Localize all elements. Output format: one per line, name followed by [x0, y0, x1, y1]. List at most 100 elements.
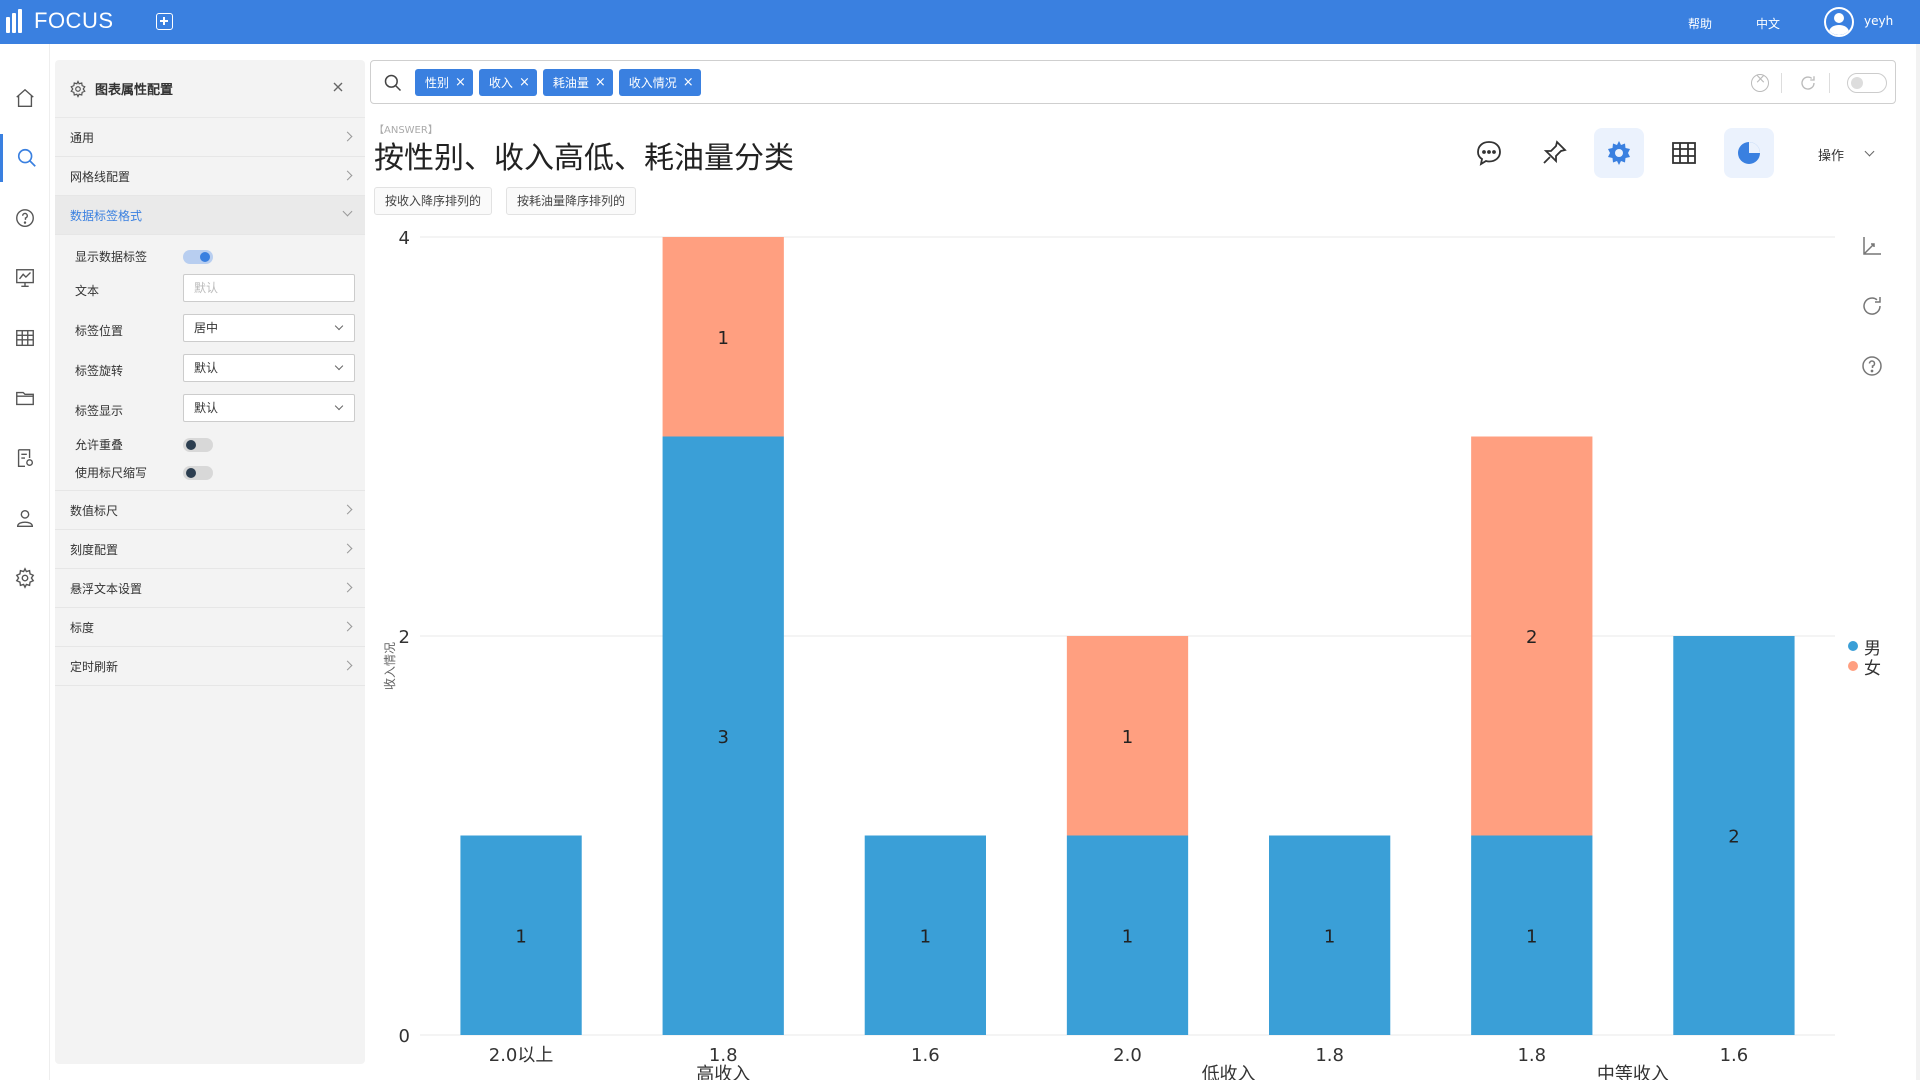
section-data-label[interactable]: 数据标签格式 — [55, 196, 365, 235]
user-icon[interactable] — [0, 494, 50, 542]
app-logo[interactable]: FOCUS — [6, 8, 114, 34]
panel-title: 图表属性配置 — [95, 83, 174, 98]
section-general[interactable]: 通用 — [55, 118, 365, 157]
scrollbar[interactable] — [1916, 44, 1920, 1080]
data-label: 1 — [920, 926, 931, 947]
chevron-right-icon — [342, 582, 353, 593]
chevron-right-icon — [342, 170, 353, 181]
data-label: 1 — [1526, 926, 1537, 947]
section-label: 刻度配置 — [70, 542, 119, 557]
bar-segment — [662, 237, 784, 437]
x-tick-label: 1.8 — [709, 1045, 738, 1066]
search-tag[interactable]: 收入 × — [478, 69, 537, 96]
search-tag[interactable]: 收入情况 × — [618, 69, 701, 96]
close-icon[interactable]: × — [682, 75, 694, 90]
tag-label: 耗油量 — [552, 76, 589, 90]
clear-search-icon[interactable] — [1751, 72, 1769, 92]
x-tick-label: 1.6 — [911, 1045, 940, 1066]
position-select[interactable]: 居中 — [183, 314, 355, 342]
section-label: 数据标签格式 — [70, 208, 143, 223]
data-label: 1 — [717, 328, 728, 349]
panel-header: 图表属性配置 — [55, 60, 365, 118]
close-icon[interactable]: × — [594, 75, 606, 90]
section-label: 通用 — [70, 130, 95, 145]
stacked-bar-chart: 0 2 4 收入情况 1 2.0以上 3 1 1.8 1 1.6 1 1 2.0 1 1.8 1 2 1.8 2 1.6… — [383, 228, 1835, 1080]
position-label: 标签位置 — [75, 324, 124, 338]
table-view-icon[interactable] — [1659, 128, 1709, 178]
section-tooltip[interactable]: 悬浮文本设置 — [55, 569, 365, 608]
refresh-icon[interactable] — [1860, 294, 1884, 318]
search-mode-toggle[interactable] — [1847, 73, 1887, 93]
help-link[interactable]: 帮助 — [1688, 17, 1713, 31]
search-nav-icon[interactable] — [0, 134, 50, 182]
overlap-toggle[interactable] — [183, 438, 213, 452]
avatar[interactable] — [1824, 7, 1854, 37]
text-input[interactable] — [183, 274, 355, 302]
chart-settings-icon[interactable] — [1594, 128, 1644, 178]
search-tag[interactable]: 性别 × — [415, 69, 473, 96]
logo-text: FOCUS — [34, 8, 114, 33]
folder-icon[interactable] — [0, 374, 50, 422]
section-value-axis[interactable]: 数值标尺 — [55, 491, 365, 530]
suggestion-chip[interactable]: 按耗油量降序排列的 — [506, 187, 637, 215]
close-icon[interactable] — [331, 80, 345, 94]
bar-segment — [460, 835, 582, 1035]
refresh-icon[interactable] — [1799, 74, 1817, 92]
data-label: 1 — [515, 926, 526, 947]
bar-segment — [1269, 835, 1391, 1035]
rotation-select[interactable]: 默认 — [183, 354, 355, 382]
chevron-down-icon[interactable] — [1864, 146, 1875, 157]
comment-icon[interactable] — [1464, 128, 1514, 178]
help-icon[interactable] — [0, 194, 50, 242]
operations-menu[interactable]: 操作 — [1818, 149, 1845, 164]
axis-icon[interactable] — [1860, 234, 1884, 258]
section-scale[interactable]: 标度 — [55, 608, 365, 647]
section-label: 悬浮文本设置 — [70, 581, 143, 596]
legend-dot — [1848, 661, 1858, 671]
chevron-down-icon — [334, 361, 344, 371]
display-select[interactable]: 默认 — [183, 394, 355, 422]
chart-legend: 男 女 — [1848, 636, 1881, 679]
search-tags: 性别 × 收入 × 耗油量 × 收入情况 × — [415, 69, 701, 96]
tag-label: 收入情况 — [628, 76, 677, 90]
chevron-right-icon — [342, 131, 353, 142]
data-settings-icon[interactable] — [0, 434, 50, 482]
bar-segment — [1673, 636, 1795, 1035]
settings-icon[interactable] — [0, 554, 50, 602]
x-tick-label: 1.6 — [1720, 1045, 1749, 1066]
legend-item-female[interactable]: 女 — [1848, 656, 1881, 679]
chevron-right-icon — [342, 660, 353, 671]
chevron-right-icon — [342, 504, 353, 515]
chevron-down-icon — [334, 401, 344, 411]
close-icon[interactable]: × — [455, 75, 466, 90]
show-label-toggle[interactable] — [183, 250, 213, 264]
username[interactable]: yeyh — [1864, 14, 1894, 28]
abbr-label: 使用标尺缩写 — [75, 466, 148, 480]
chart-type-icon[interactable] — [1724, 128, 1774, 178]
gear-icon — [70, 79, 86, 98]
help-icon[interactable] — [1860, 354, 1884, 378]
dashboard-icon[interactable] — [0, 254, 50, 302]
abbr-toggle[interactable] — [183, 466, 213, 480]
legend-label: 女 — [1864, 658, 1881, 679]
suggestion-chip[interactable]: 按收入降序排列的 — [374, 187, 493, 215]
section-tick[interactable]: 刻度配置 — [55, 530, 365, 569]
show-label-label: 显示数据标签 — [75, 250, 148, 264]
answer-title: 按性别、收入高低、耗油量分类 — [374, 141, 794, 176]
pin-icon[interactable] — [1529, 128, 1579, 178]
language-switch[interactable]: 中文 — [1756, 17, 1781, 31]
close-icon[interactable]: × — [518, 75, 530, 90]
section-refresh[interactable]: 定时刷新 — [55, 647, 365, 686]
chevron-down-icon — [342, 206, 353, 217]
search-bar[interactable]: 性别 × 收入 × 耗油量 × 收入情况 × — [370, 60, 1896, 104]
legend-item-male[interactable]: 男 — [1848, 636, 1881, 659]
section-label: 网格线配置 — [70, 169, 131, 184]
section-grid[interactable]: 网格线配置 — [55, 157, 365, 196]
home-icon[interactable] — [0, 74, 50, 122]
table-icon[interactable] — [0, 314, 50, 362]
bar-segment — [1471, 436, 1593, 836]
divider — [1781, 73, 1782, 93]
new-tab-icon[interactable] — [156, 13, 173, 30]
chevron-right-icon — [342, 543, 353, 554]
search-tag[interactable]: 耗油量 × — [542, 69, 613, 96]
